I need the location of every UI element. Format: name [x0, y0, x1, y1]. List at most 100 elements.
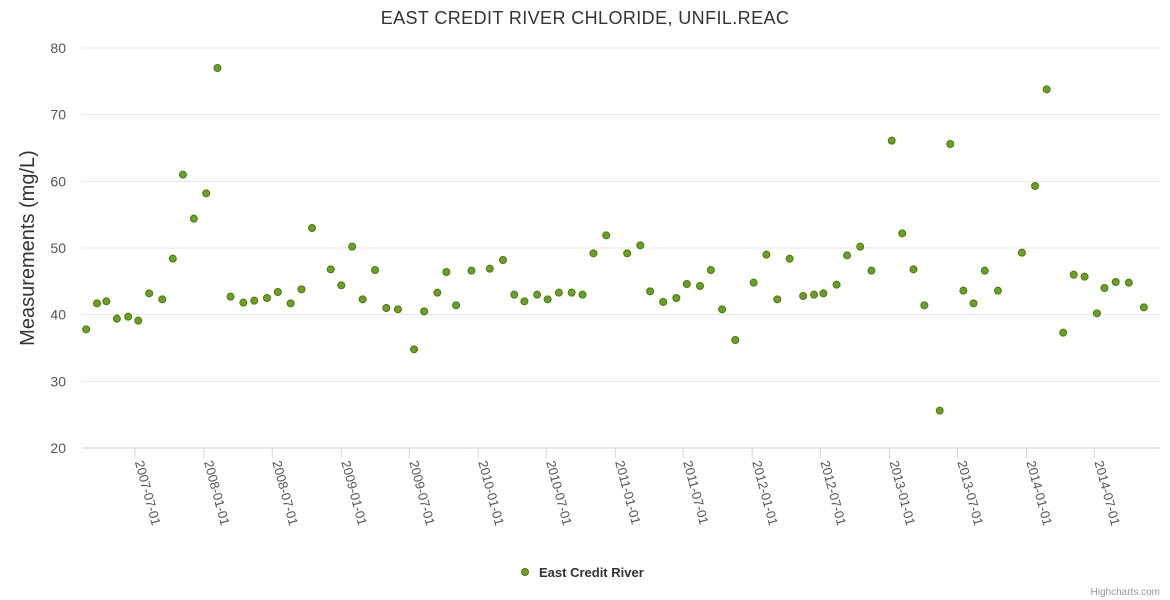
data-point[interactable]: [145, 289, 154, 298]
data-point[interactable]: [887, 136, 896, 145]
data-point[interactable]: [993, 286, 1002, 295]
data-point[interactable]: [1017, 248, 1026, 257]
data-point[interactable]: [520, 297, 529, 306]
data-point[interactable]: [898, 229, 907, 238]
data-point[interactable]: [410, 345, 419, 354]
data-point[interactable]: [485, 264, 494, 273]
data-point[interactable]: [946, 140, 955, 148]
credits-link[interactable]: Highcharts.com: [1091, 587, 1160, 598]
x-tick-label: 2009-01-01: [338, 459, 370, 527]
data-point[interactable]: [1092, 309, 1101, 318]
data-point[interactable]: [623, 249, 632, 258]
data-point[interactable]: [706, 266, 715, 274]
data-point[interactable]: [1069, 270, 1078, 279]
data-point[interactable]: [578, 290, 587, 299]
data-point[interactable]: [867, 266, 876, 275]
data-point[interactable]: [920, 301, 929, 310]
data-point[interactable]: [134, 316, 143, 325]
data-point[interactable]: [382, 304, 391, 312]
data-point[interactable]: [442, 268, 451, 276]
data-point[interactable]: [646, 287, 655, 296]
data-point[interactable]: [102, 297, 111, 306]
data-point[interactable]: [672, 294, 681, 302]
y-tick-label: 80: [50, 40, 66, 56]
data-point[interactable]: [326, 265, 335, 274]
data-point[interactable]: [82, 325, 91, 334]
data-point[interactable]: [935, 406, 944, 415]
data-point[interactable]: [731, 336, 740, 344]
data-point[interactable]: [856, 242, 865, 251]
data-point[interactable]: [286, 299, 295, 308]
data-point[interactable]: [843, 251, 852, 260]
data-point[interactable]: [1031, 182, 1040, 190]
data-point[interactable]: [959, 286, 968, 295]
data-point[interactable]: [533, 290, 542, 299]
data-point[interactable]: [969, 299, 978, 308]
data-point[interactable]: [810, 290, 819, 299]
data-point[interactable]: [168, 254, 177, 263]
data-point[interactable]: [189, 214, 198, 223]
y-axis-label: Measurements (mg/L): [17, 150, 39, 346]
data-point[interactable]: [498, 256, 507, 264]
data-point[interactable]: [682, 280, 691, 288]
data-point[interactable]: [1059, 328, 1068, 337]
data-point[interactable]: [358, 295, 367, 304]
x-tick-label: 2010-07-01: [543, 459, 575, 527]
data-point[interactable]: [1042, 85, 1051, 94]
data-point[interactable]: [1139, 303, 1148, 312]
data-point[interactable]: [297, 285, 306, 294]
data-point[interactable]: [124, 312, 133, 321]
data-point[interactable]: [371, 266, 380, 274]
legend[interactable]: East Credit River: [521, 565, 644, 580]
data-point[interactable]: [226, 292, 235, 301]
x-tick-label: 2013-07-01: [954, 459, 986, 527]
data-point[interactable]: [337, 281, 346, 290]
data-point[interactable]: [433, 288, 442, 297]
data-point[interactable]: [554, 288, 563, 297]
data-point[interactable]: [659, 298, 668, 306]
data-point[interactable]: [695, 282, 704, 290]
data-point[interactable]: [567, 288, 576, 297]
data-point[interactable]: [452, 301, 461, 310]
data-point[interactable]: [1111, 278, 1120, 286]
data-point[interactable]: [393, 305, 402, 314]
data-point[interactable]: [1100, 284, 1109, 292]
data-point[interactable]: [467, 266, 476, 275]
data-point[interactable]: [178, 170, 187, 179]
data-point[interactable]: [1124, 278, 1133, 287]
data-point[interactable]: [819, 289, 828, 298]
data-point[interactable]: [202, 189, 211, 198]
data-point[interactable]: [273, 288, 282, 296]
data-point[interactable]: [543, 295, 552, 304]
data-point[interactable]: [239, 298, 248, 307]
data-point[interactable]: [112, 314, 121, 323]
data-point[interactable]: [762, 250, 771, 259]
x-tick-label: 2012-01-01: [749, 459, 781, 527]
x-tick-label: 2014-01-01: [1024, 459, 1056, 527]
x-tick-label: 2013-01-01: [887, 459, 919, 527]
data-point[interactable]: [250, 296, 259, 305]
data-point[interactable]: [348, 242, 357, 251]
data-point[interactable]: [420, 307, 429, 316]
data-point[interactable]: [980, 266, 989, 275]
data-point[interactable]: [1080, 272, 1089, 281]
data-point[interactable]: [718, 305, 727, 314]
data-point[interactable]: [262, 294, 271, 302]
data-point[interactable]: [909, 265, 918, 274]
x-tick-label: 2011-01-01: [612, 459, 643, 526]
data-point[interactable]: [93, 299, 102, 308]
data-point[interactable]: [799, 292, 808, 300]
y-tick-label: 20: [50, 440, 66, 456]
data-point[interactable]: [749, 278, 758, 287]
data-point[interactable]: [589, 249, 598, 258]
data-point[interactable]: [308, 224, 317, 232]
data-point[interactable]: [510, 290, 519, 299]
data-point[interactable]: [773, 295, 782, 304]
legend-marker: [521, 568, 529, 576]
data-point[interactable]: [832, 280, 841, 289]
data-point[interactable]: [213, 64, 222, 72]
data-point[interactable]: [785, 254, 794, 263]
data-point[interactable]: [158, 295, 167, 304]
data-point[interactable]: [602, 231, 611, 240]
data-point[interactable]: [636, 241, 645, 250]
